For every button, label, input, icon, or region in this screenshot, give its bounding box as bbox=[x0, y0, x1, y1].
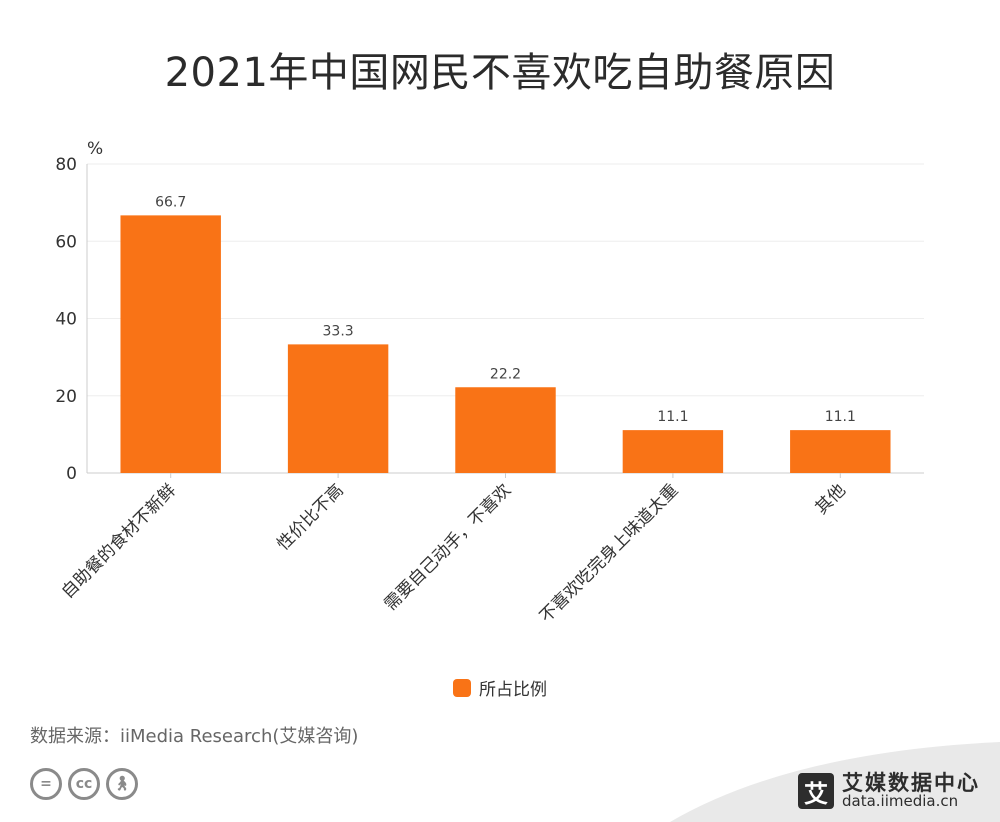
brand-mark: 艾 艾媒数据中心 data.iimedia.cn bbox=[798, 772, 980, 810]
data-label: 22.2 bbox=[490, 366, 521, 382]
y-tick-label: 40 bbox=[55, 310, 77, 330]
x-tick-label: 性价比不高 bbox=[273, 480, 347, 554]
bar bbox=[120, 215, 221, 473]
chart-title: 2021年中国网民不喜欢吃自助餐原因 bbox=[164, 50, 836, 96]
x-tick-label: 其他 bbox=[812, 480, 850, 518]
equals-icon: = bbox=[30, 768, 62, 800]
cc-icon: cc bbox=[68, 768, 100, 800]
bar bbox=[790, 430, 891, 473]
data-label: 11.1 bbox=[657, 409, 688, 425]
y-tick-label: 60 bbox=[55, 232, 77, 252]
data-label: 11.1 bbox=[825, 409, 856, 425]
bar bbox=[455, 387, 556, 473]
brand-name: 艾媒数据中心 bbox=[842, 771, 980, 796]
data-label: 66.7 bbox=[155, 194, 186, 210]
x-tick-label: 需要自己动手，不喜欢 bbox=[381, 480, 515, 614]
brand-url: data.iimedia.cn bbox=[842, 792, 959, 811]
x-tick-label: 自助餐的食材不新鲜 bbox=[58, 480, 180, 602]
y-tick-label: 80 bbox=[55, 155, 77, 175]
x-tick-label: 不喜欢吃完身上味道太重 bbox=[536, 480, 682, 626]
y-unit-label: % bbox=[87, 139, 103, 159]
source-note: 数据来源：iiMedia Research(艾媒咨询) bbox=[30, 726, 359, 747]
corner-decoration bbox=[670, 742, 1000, 822]
y-tick-label: 0 bbox=[66, 464, 77, 484]
y-tick-label: 20 bbox=[55, 387, 77, 407]
brand-logo-icon: 艾 bbox=[798, 773, 834, 810]
person-icon: 🚶︎ bbox=[106, 768, 138, 800]
data-label: 33.3 bbox=[323, 323, 354, 339]
legend-label: 所占比例 bbox=[479, 680, 547, 700]
legend-swatch bbox=[453, 678, 471, 697]
license-icons: = cc 🚶︎ bbox=[30, 768, 138, 800]
bar-chart: 0 20 40 60 80% 66.7 自助餐的食材不新鲜 33.3 性价比不高 22.2 需要自己… bbox=[55, 139, 924, 627]
bar bbox=[622, 430, 724, 473]
bar bbox=[287, 344, 389, 473]
legend: 所占比例 bbox=[0, 675, 1000, 700]
